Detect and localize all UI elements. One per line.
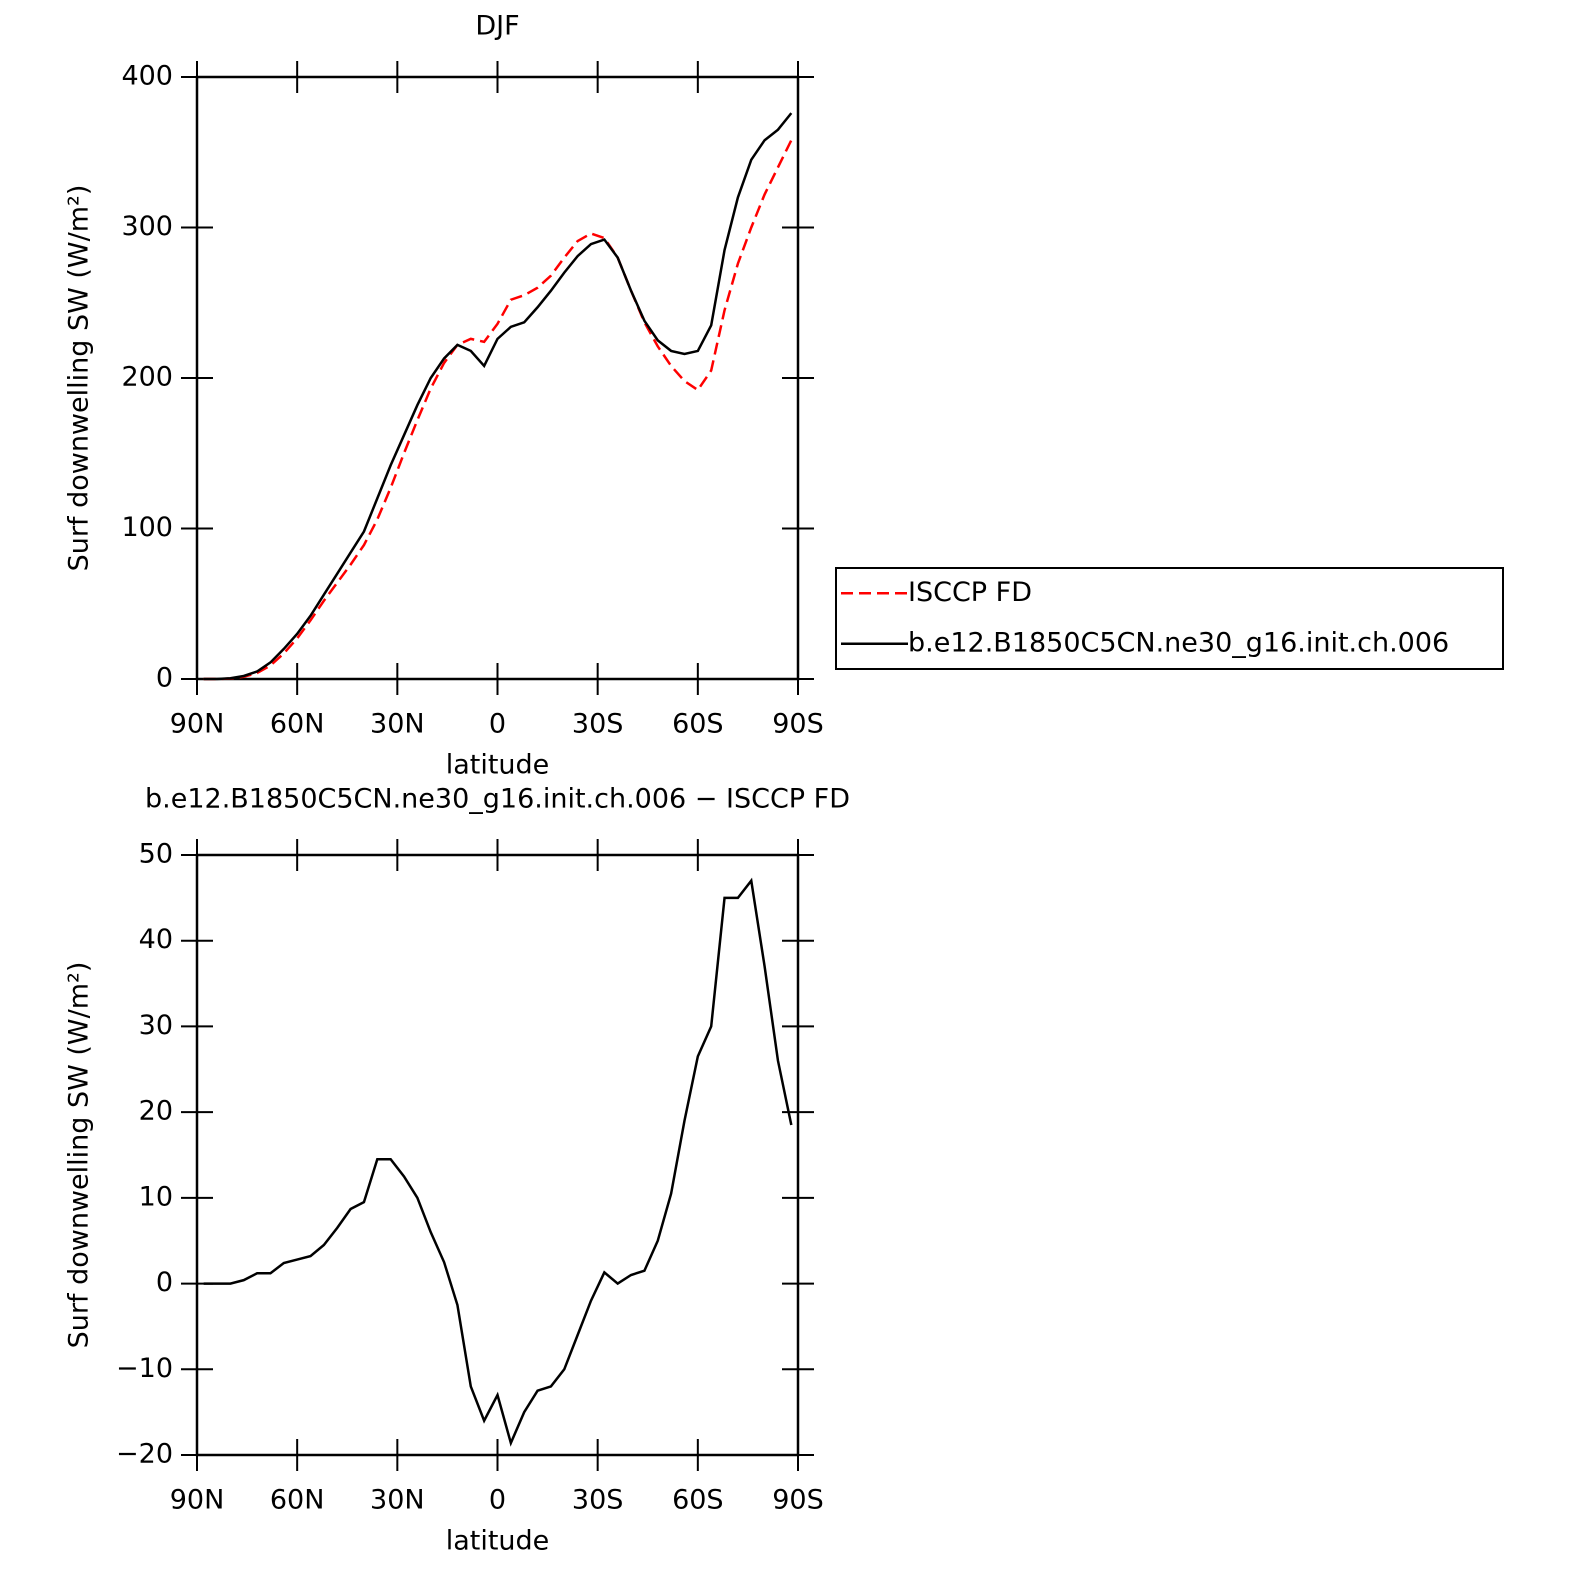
x-tick-label: 60N bbox=[270, 1485, 325, 1516]
y-tick-label: 0 bbox=[156, 663, 173, 694]
x-axis-label: latitude bbox=[446, 1526, 550, 1557]
y-axis-label: Surf downwelling SW (W/m²) bbox=[64, 962, 95, 1349]
y-tick-label: 40 bbox=[139, 924, 173, 955]
y-tick-label: −10 bbox=[116, 1353, 173, 1384]
y-tick-label: 400 bbox=[121, 61, 173, 92]
y-tick-label: 30 bbox=[139, 1010, 173, 1041]
x-tick-label: 0 bbox=[489, 1485, 506, 1516]
chart-title: b.e12.B1850C5CN.ne30_g16.init.ch.006 − I… bbox=[145, 784, 850, 815]
legend-box bbox=[835, 567, 1504, 670]
y-tick-label: −20 bbox=[116, 1439, 173, 1470]
x-axis-label: latitude bbox=[446, 750, 550, 781]
plot-frame bbox=[195, 853, 800, 1457]
y-tick-label: 10 bbox=[139, 1181, 173, 1212]
x-tick-label: 90S bbox=[772, 1485, 824, 1516]
y-tick-label: 100 bbox=[121, 512, 173, 543]
series-line bbox=[203, 112, 793, 681]
series-line bbox=[203, 139, 793, 681]
x-tick-label: 90S bbox=[772, 709, 824, 740]
y-tick-label: 200 bbox=[121, 362, 173, 393]
legend-label: ISCCP FD bbox=[908, 577, 1032, 608]
y-tick-label: 50 bbox=[139, 839, 173, 870]
x-tick-label: 30N bbox=[370, 709, 425, 740]
x-tick-label: 0 bbox=[489, 709, 506, 740]
legend-label: b.e12.B1850C5CN.ne30_g16.init.ch.006 bbox=[908, 627, 1449, 658]
x-tick-label: 30N bbox=[370, 1485, 425, 1516]
y-tick-label: 20 bbox=[139, 1096, 173, 1127]
plot-frame bbox=[195, 75, 800, 681]
y-tick-label: 0 bbox=[156, 1267, 173, 1298]
x-tick-label: 90N bbox=[170, 1485, 225, 1516]
chart-title: DJF bbox=[475, 11, 519, 42]
x-tick-label: 60N bbox=[270, 709, 325, 740]
y-axis-label: Surf downwelling SW (W/m²) bbox=[64, 185, 95, 572]
series-line bbox=[203, 877, 793, 1447]
x-tick-label: 60S bbox=[672, 709, 724, 740]
x-tick-label: 60S bbox=[672, 1485, 724, 1516]
x-tick-label: 30S bbox=[572, 709, 624, 740]
y-tick-label: 300 bbox=[121, 211, 173, 242]
x-tick-label: 90N bbox=[170, 709, 225, 740]
x-tick-label: 30S bbox=[572, 1485, 624, 1516]
